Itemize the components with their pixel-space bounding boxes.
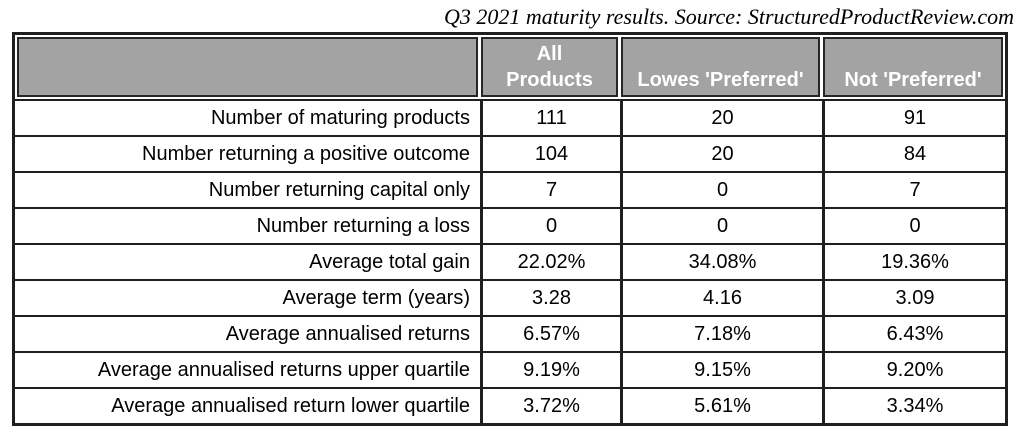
cell-not-preferred: 7 (822, 173, 1005, 207)
cell-lowes-preferred: 20 (620, 137, 822, 171)
row-label: Average term (years) (282, 286, 470, 309)
cell-lowes-preferred: 9.15% (620, 353, 822, 387)
table-body: Number of maturing products 111 20 91 Nu… (15, 99, 1005, 423)
header-cell-not-preferred: Not 'Preferred' (823, 37, 1003, 97)
row-label: Average annualised return lower quartile (111, 394, 470, 417)
cell-not-preferred: 84 (822, 137, 1005, 171)
cell-not-preferred: 3.34% (822, 389, 1005, 423)
cell-all-products: 104 (480, 137, 620, 171)
cell-all-products: 0 (480, 209, 620, 243)
cell-lowes-preferred: 5.61% (620, 389, 822, 423)
cell-all-products: 6.57% (480, 317, 620, 351)
cell-lowes-preferred: 0 (620, 209, 822, 243)
cell-not-preferred: 91 (822, 101, 1005, 135)
maturity-results-table: All Products Lowes 'Preferred' Not 'Pref… (12, 32, 1008, 426)
row-label: Number of maturing products (210, 106, 470, 129)
cell-lowes-preferred: 34.08% (620, 245, 822, 279)
table-row: Number returning capital only 7 0 7 (15, 171, 1005, 207)
header-cell-all-products: All Products (481, 37, 618, 97)
header-cell-empty (17, 37, 478, 97)
cell-not-preferred: 19.36% (822, 245, 1005, 279)
table-row: Average term (years) 3.28 4.16 3.09 (15, 279, 1005, 315)
table-row: Number returning a positive outcome 104 … (15, 135, 1005, 171)
cell-all-products: 3.28 (480, 281, 620, 315)
cell-all-products: 22.02% (480, 245, 620, 279)
cell-all-products: 3.72% (480, 389, 620, 423)
row-label: Average total gain (309, 250, 470, 273)
cell-not-preferred: 0 (822, 209, 1005, 243)
cell-not-preferred: 6.43% (822, 317, 1005, 351)
row-label: Number returning capital only (208, 178, 470, 201)
header-cell-lowes-preferred: Lowes 'Preferred' (621, 37, 820, 97)
table-row: Average annualised return lower quartile… (15, 387, 1005, 423)
cell-all-products: 9.19% (480, 353, 620, 387)
cell-not-preferred: 9.20% (822, 353, 1005, 387)
cell-all-products: 7 (480, 173, 620, 207)
table-caption: Q3 2021 maturity results. Source: Struct… (443, 4, 1014, 29)
table-row: Number returning a loss 0 0 0 (15, 207, 1005, 243)
cell-all-products: 111 (480, 101, 620, 135)
row-label: Average annualised returns upper quartil… (97, 358, 470, 381)
cell-lowes-preferred: 0 (620, 173, 822, 207)
table-row: Average total gain 22.02% 34.08% 19.36% (15, 243, 1005, 279)
table-header-row: All Products Lowes 'Preferred' Not 'Pref… (15, 35, 1005, 99)
table-row: Average annualised returns upper quartil… (15, 351, 1005, 387)
cell-lowes-preferred: 7.18% (620, 317, 822, 351)
cell-lowes-preferred: 4.16 (620, 281, 822, 315)
row-label: Number returning a loss (256, 214, 470, 237)
cell-not-preferred: 3.09 (822, 281, 1005, 315)
row-label: Average annualised returns (225, 322, 470, 345)
cell-lowes-preferred: 20 (620, 101, 822, 135)
row-label: Number returning a positive outcome (142, 142, 470, 165)
table-row: Average annualised returns 6.57% 7.18% 6… (15, 315, 1005, 351)
table-row: Number of maturing products 111 20 91 (15, 101, 1005, 135)
